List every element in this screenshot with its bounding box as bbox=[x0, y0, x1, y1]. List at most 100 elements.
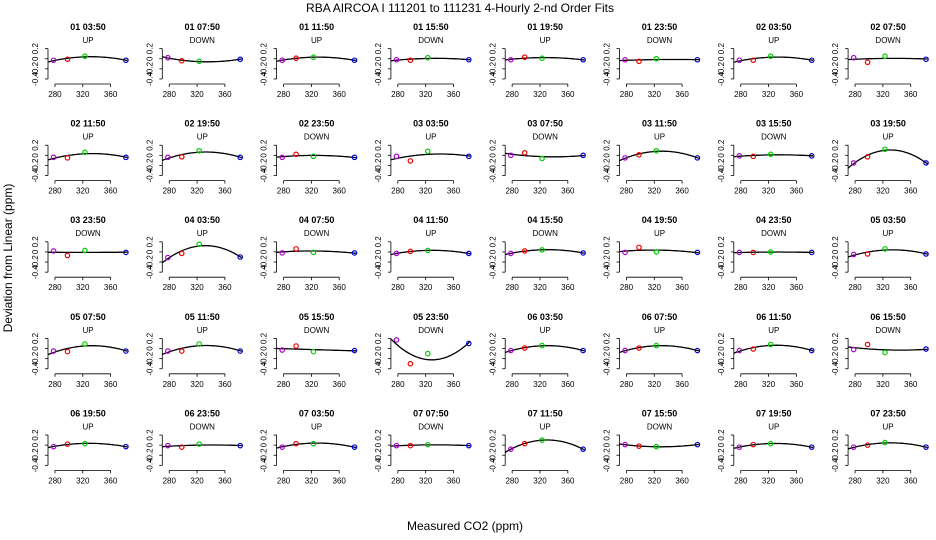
y-tick-label: 0 bbox=[31, 442, 40, 447]
panel-direction-label: DOWN bbox=[418, 326, 444, 335]
x-tick-label: 320 bbox=[419, 187, 433, 196]
x-tick-label: 280 bbox=[391, 90, 405, 99]
fit-curve bbox=[504, 439, 585, 453]
x-tick-label: 280 bbox=[620, 476, 634, 485]
y-tick-label: -0.4 bbox=[374, 265, 383, 279]
chart-panel: 03 19:50 UP -0.4-0.20 0.2 280 320 360 bbox=[831, 119, 929, 196]
fit-curve bbox=[848, 346, 928, 351]
y-tick-label: -0.4 bbox=[831, 361, 840, 375]
x-tick-label: 320 bbox=[533, 476, 547, 485]
y-tick-label: 0.2 bbox=[831, 43, 840, 55]
data-point bbox=[767, 440, 774, 447]
x-tick-label: 280 bbox=[734, 90, 748, 99]
panel-direction-label: DOWN bbox=[875, 36, 901, 45]
y-tick-label: 0 bbox=[374, 442, 383, 447]
x-tick-label: 360 bbox=[333, 476, 347, 485]
y-tick-label: -0.4 bbox=[831, 168, 840, 182]
x-tick-label: 360 bbox=[104, 187, 118, 196]
y-tick-label: 0.2 bbox=[145, 332, 154, 344]
y-tick-label: -0.4 bbox=[717, 72, 726, 86]
fit-curve bbox=[619, 345, 699, 354]
x-tick-label: 280 bbox=[620, 380, 634, 389]
y-tick-label: -0.2 bbox=[717, 61, 726, 75]
data-point bbox=[750, 153, 757, 160]
y-tick-label: 0 bbox=[31, 249, 40, 254]
panel-title: 07 15:50 bbox=[642, 408, 678, 418]
panel-title: 03 03:50 bbox=[413, 119, 449, 129]
y-tick-label: -0.2 bbox=[831, 448, 840, 462]
x-tick-label: 320 bbox=[190, 187, 204, 196]
y-tick-label: -0.4 bbox=[717, 361, 726, 375]
y-tick-label: -0.4 bbox=[488, 168, 497, 182]
y-tick-label: 0 bbox=[145, 56, 154, 61]
y-tick-label: 0 bbox=[717, 346, 726, 351]
x-tick-label: 360 bbox=[904, 476, 918, 485]
panel-title: 01 11:50 bbox=[299, 22, 334, 32]
y-tick-label: -0.2 bbox=[374, 351, 383, 365]
chart-panel: 06 19:50 UP -0.4-0.200.2 280 320 360 bbox=[31, 408, 129, 485]
data-point bbox=[736, 153, 743, 159]
y-tick-label: -0.4 bbox=[374, 72, 383, 86]
y-tick-label: -0.2 bbox=[488, 158, 497, 172]
x-tick-label: 360 bbox=[333, 380, 347, 389]
fit-curve bbox=[162, 151, 242, 161]
chart-panel: 02 11:50 UP -0.4-0.20 0.2 280 320 360 bbox=[31, 119, 129, 196]
panel-title: 07 07:50 bbox=[413, 408, 449, 418]
data-point bbox=[407, 158, 414, 164]
data-point bbox=[293, 151, 299, 158]
data-point bbox=[279, 250, 285, 256]
panel-direction-label: UP bbox=[654, 229, 665, 238]
y-tick-label: 0 bbox=[717, 153, 726, 158]
data-point bbox=[521, 54, 528, 61]
panel-direction-label: UP bbox=[425, 229, 436, 238]
chart-panel: 05 11:50 UP -0.4-0.20 0.2 280 320 360 bbox=[145, 312, 244, 389]
y-tick-label: -0.4 bbox=[145, 72, 154, 86]
y-tick-label: -0.4 bbox=[488, 361, 497, 375]
data-point bbox=[293, 246, 299, 252]
data-point bbox=[424, 148, 431, 155]
panel-direction-label: DOWN bbox=[761, 229, 787, 238]
panel-title: 01 19:50 bbox=[527, 22, 563, 32]
panel-title: 06 03:50 bbox=[527, 312, 563, 322]
x-tick-label: 280 bbox=[848, 476, 862, 485]
x-tick-label: 360 bbox=[218, 283, 232, 292]
y-tick-label: 0 bbox=[260, 346, 269, 351]
data-point bbox=[923, 56, 929, 63]
y-tick-label: -0.4 bbox=[603, 168, 612, 182]
y-tick-label: -0.2 bbox=[260, 255, 269, 269]
y-tick-label: 0 bbox=[260, 249, 269, 254]
fit-curve bbox=[276, 442, 357, 449]
data-point bbox=[196, 58, 202, 65]
y-tick-label: 0 bbox=[374, 153, 383, 158]
data-point bbox=[694, 347, 701, 354]
y-tick-label: -0.4 bbox=[603, 265, 612, 279]
y-tick-label: -0.4 bbox=[31, 72, 40, 86]
x-tick-label: 360 bbox=[675, 90, 689, 99]
x-tick-label: 280 bbox=[505, 90, 519, 99]
y-tick-label: -0.4 bbox=[260, 168, 269, 182]
data-point bbox=[736, 57, 743, 64]
y-tick-label: 0.2 bbox=[260, 236, 269, 248]
x-tick-label: 320 bbox=[648, 476, 662, 485]
x-tick-label: 360 bbox=[104, 380, 118, 389]
data-point bbox=[393, 442, 400, 449]
data-point bbox=[237, 254, 244, 260]
panel-direction-label: UP bbox=[883, 422, 894, 431]
data-point bbox=[466, 250, 472, 257]
data-point bbox=[310, 440, 317, 447]
y-tick-label: 0.2 bbox=[31, 139, 40, 151]
data-point bbox=[293, 343, 299, 349]
x-tick-label: 360 bbox=[790, 187, 804, 196]
chart-panel: 01 23:50 DOWN -0.4-0.200.2 280 320 360 bbox=[603, 22, 701, 99]
y-tick-label: -0.4 bbox=[260, 72, 269, 86]
data-point bbox=[539, 155, 545, 162]
y-tick-label: 0 bbox=[488, 249, 497, 254]
data-point bbox=[636, 152, 642, 158]
y-tick-label: -0.4 bbox=[831, 458, 840, 472]
x-tick-label: 280 bbox=[391, 476, 405, 485]
chart-panel: 03 11:50 UP -0.4-0.20 0.2 280 320 360 bbox=[603, 119, 701, 196]
data-point bbox=[178, 154, 185, 160]
y-tick-label: 0.2 bbox=[145, 429, 154, 441]
fit-curve bbox=[390, 249, 471, 256]
y-tick-label: -0.2 bbox=[374, 61, 383, 75]
